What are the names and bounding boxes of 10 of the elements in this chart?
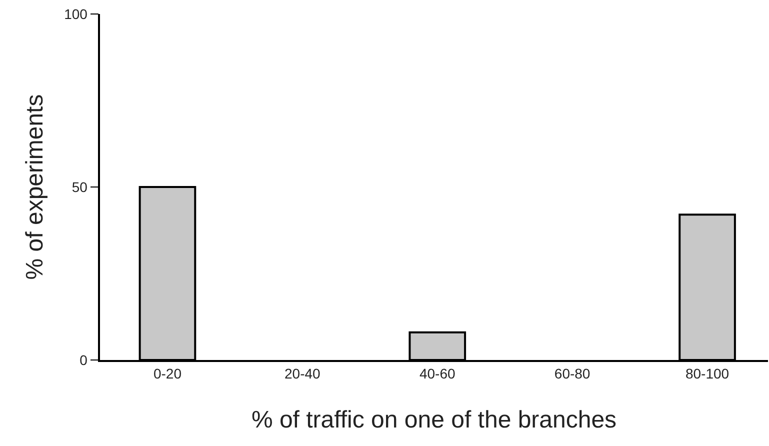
y-tick-label: 100 — [64, 6, 88, 22]
y-tick-label: 0 — [80, 352, 88, 368]
x-tick-label: 40-60 — [419, 366, 456, 382]
x-tick-label: 20-40 — [284, 366, 321, 382]
x-axis-title: % of traffic on one of the branches — [251, 406, 617, 434]
x-tick-label: 60-80 — [554, 366, 590, 382]
y-axis-title: % of experiments — [22, 94, 49, 280]
x-tick-label: 0-20 — [153, 366, 182, 382]
x-tick-label: 80-100 — [685, 366, 730, 382]
y-tick-label: 50 — [72, 178, 88, 195]
